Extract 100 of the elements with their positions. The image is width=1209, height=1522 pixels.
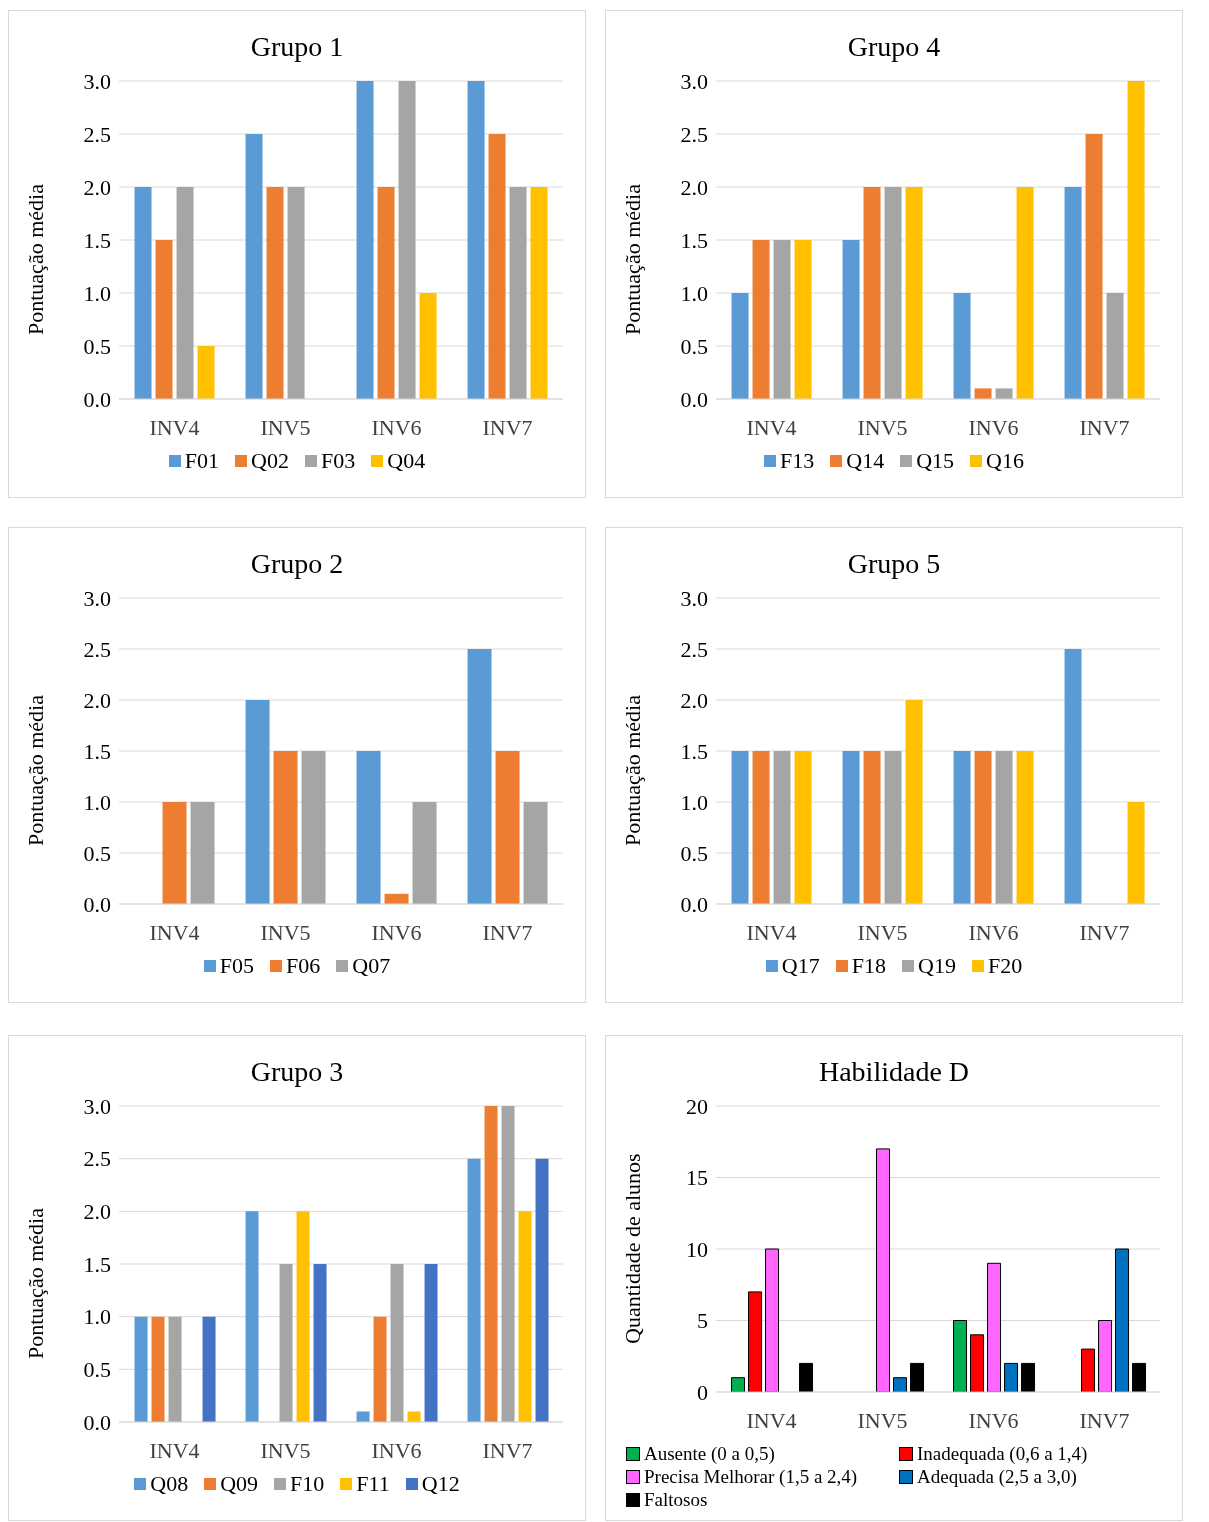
x-tick-label: INV4 (746, 919, 797, 945)
bar (373, 1316, 387, 1422)
bar (488, 134, 506, 399)
x-tick-label: INV6 (968, 414, 1019, 440)
bar (245, 700, 270, 904)
bar (155, 240, 173, 399)
bar (356, 1411, 370, 1422)
y-tick-label: 1.0 (83, 280, 111, 306)
bar (190, 802, 215, 904)
bar (842, 240, 860, 399)
y-tick-label: 5 (697, 1308, 708, 1334)
y-tick-label: 15 (686, 1165, 708, 1191)
bar (876, 1148, 891, 1392)
bar (484, 1106, 498, 1422)
legend-label: Q16 (986, 448, 1024, 473)
bar (301, 751, 326, 904)
x-tick-label: INV5 (260, 414, 311, 440)
x-tick-label: INV6 (371, 1437, 422, 1463)
bar (313, 1264, 327, 1422)
legend-label: Q15 (916, 448, 955, 473)
y-axis-title: Pontuação média (22, 183, 48, 335)
y-tick-label: 0 (697, 1379, 708, 1405)
y-axis-title: Pontuação média (22, 1207, 48, 1359)
bar (974, 388, 992, 399)
bar (245, 1211, 259, 1422)
x-tick-label: INV4 (149, 919, 200, 945)
bar (842, 751, 860, 904)
x-tick-label: INV5 (260, 1437, 311, 1463)
legend-label: F10 (290, 1471, 325, 1496)
x-tick-label: INV4 (746, 1407, 797, 1433)
bar (1127, 802, 1145, 904)
y-tick-label: 2.5 (83, 1146, 111, 1172)
bar (495, 751, 520, 904)
bar (910, 1362, 925, 1392)
y-axis-title: Pontuação média (22, 694, 48, 846)
chart-title: Grupo 1 (250, 31, 344, 62)
bar (794, 240, 812, 399)
bar (1064, 649, 1082, 904)
x-tick-label: INV7 (482, 414, 533, 440)
y-tick-label: 2.0 (83, 174, 111, 200)
bar (134, 187, 152, 399)
y-tick-label: 2.0 (83, 1199, 111, 1225)
bar (974, 751, 992, 904)
bar (467, 649, 492, 904)
y-tick-label: 0.0 (680, 386, 708, 412)
bar (296, 1211, 310, 1422)
bar (1106, 293, 1124, 399)
bar (273, 751, 298, 904)
y-axis-title: Quantidade de alunos (619, 1153, 645, 1344)
bar (501, 1106, 515, 1422)
chart-title: Grupo 5 (847, 548, 941, 579)
bar (863, 187, 881, 399)
x-tick-label: INV7 (1079, 919, 1130, 945)
x-tick-label: INV5 (857, 414, 908, 440)
bar (535, 1158, 549, 1422)
y-tick-label: 3.0 (680, 585, 708, 611)
y-tick-label: 20 (686, 1093, 708, 1119)
y-tick-label: 0.5 (83, 840, 111, 866)
bar (752, 240, 770, 399)
x-tick-label: INV5 (857, 1407, 908, 1433)
y-tick-label: 2.5 (83, 636, 111, 662)
y-tick-label: 0.0 (680, 891, 708, 917)
bar (1098, 1320, 1113, 1392)
legend-label: Adequada (2,5 a 3,0) (917, 1465, 1077, 1488)
bar (279, 1264, 293, 1422)
x-tick-label: INV7 (1079, 414, 1130, 440)
bar (151, 1316, 165, 1422)
x-tick-label: INV5 (857, 919, 908, 945)
bar (390, 1264, 404, 1422)
x-tick-label: INV7 (1079, 1407, 1130, 1433)
legend-label: Q07 (352, 953, 391, 978)
bar (731, 751, 749, 904)
y-tick-label: 3.0 (83, 585, 111, 611)
bar (356, 81, 374, 399)
x-tick-label: INV4 (149, 1437, 200, 1463)
bar (1132, 1362, 1147, 1392)
x-tick-label: INV5 (260, 919, 311, 945)
chart-title: Grupo 3 (250, 1056, 344, 1087)
y-tick-label: 1.0 (680, 789, 708, 815)
legend-label: F05 (219, 953, 255, 978)
bar (905, 700, 923, 904)
bar (1064, 187, 1082, 399)
legend-label: Q19 (918, 953, 956, 978)
y-tick-label: 1.5 (680, 738, 708, 764)
bar (398, 81, 416, 399)
legend-label: Q02 (251, 448, 289, 473)
bar (773, 240, 791, 399)
legend-label: F11 (356, 1471, 390, 1496)
y-axis-title: Pontuação média (619, 694, 645, 846)
y-tick-label: 2.5 (680, 636, 708, 662)
bar (266, 187, 284, 399)
bar (168, 1316, 182, 1422)
bar (356, 751, 381, 904)
bar (748, 1291, 763, 1392)
legend-label: F03 (321, 448, 356, 473)
bar (773, 751, 791, 904)
bar (134, 1316, 148, 1422)
bar (1081, 1348, 1096, 1392)
bar (287, 187, 305, 399)
y-tick-label: 1.0 (83, 1304, 111, 1330)
